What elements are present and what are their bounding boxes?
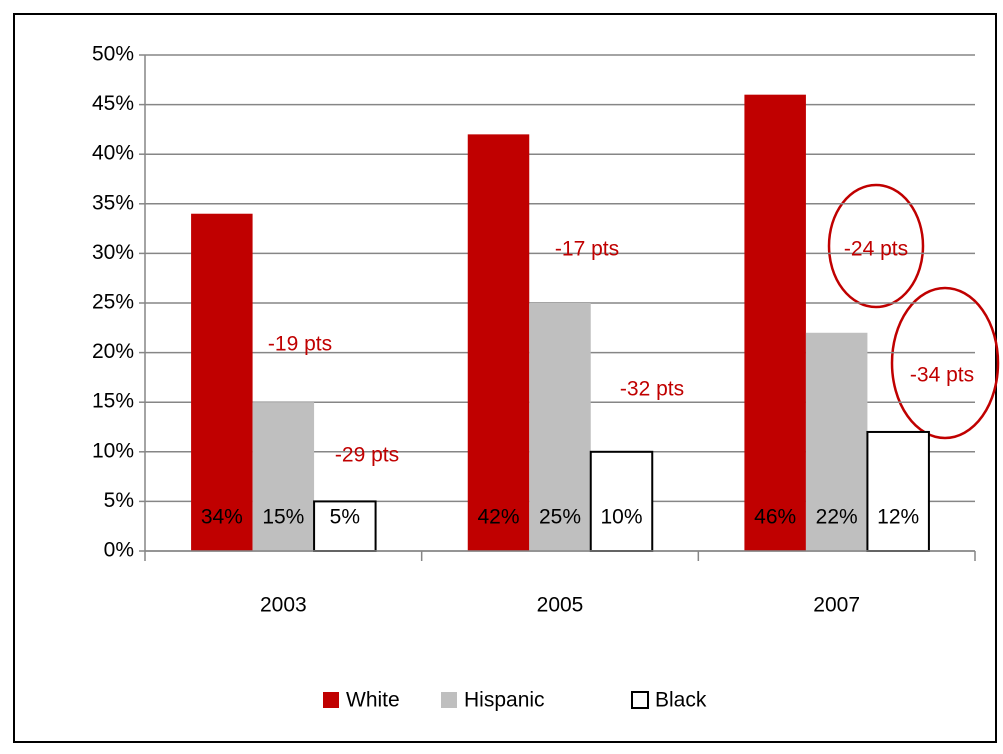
legend-swatch: [631, 691, 649, 709]
y-tick-label: 40%: [92, 142, 134, 165]
data-label: 10%: [600, 506, 642, 529]
y-tick-label: 25%: [92, 291, 134, 314]
bar: [467, 134, 530, 552]
bar: [529, 303, 591, 551]
data-label: 5%: [330, 506, 360, 529]
highlight-circle: [827, 183, 925, 309]
bar: [805, 332, 868, 551]
y-tick-label: 5%: [104, 489, 134, 512]
y-tick-label: 10%: [92, 439, 134, 462]
y-tick-label: 0%: [104, 539, 134, 562]
y-tick-label: 45%: [92, 92, 134, 115]
bar: [589, 450, 654, 552]
data-label: 22%: [816, 506, 858, 529]
highlight-circle: [890, 286, 1000, 440]
data-label: 42%: [477, 506, 519, 529]
y-tick-label: 50%: [92, 43, 134, 66]
annotation: -19 pts: [268, 333, 332, 356]
bar: [191, 213, 253, 551]
x-tick-label: 2005: [537, 594, 584, 617]
bar: [252, 402, 315, 551]
bar: [866, 430, 930, 552]
data-label: 25%: [539, 506, 581, 529]
y-tick-label: 20%: [92, 340, 134, 363]
y-tick-label: 35%: [92, 191, 134, 214]
data-label: 46%: [754, 506, 796, 529]
annotation: -32 pts: [620, 378, 684, 401]
data-label: 12%: [877, 506, 919, 529]
annotation: -29 pts: [335, 444, 399, 467]
x-tick-label: 2003: [260, 594, 307, 617]
annotation: -24 pts: [844, 238, 908, 261]
legend-label: White: [346, 689, 400, 712]
data-label: 34%: [201, 506, 243, 529]
legend-swatch: [441, 692, 457, 708]
annotation: -17 pts: [555, 238, 619, 261]
y-tick-label: 15%: [92, 390, 134, 413]
bar: [313, 500, 377, 552]
x-tick-label: 2007: [813, 594, 860, 617]
annotation: -34 pts: [910, 364, 974, 387]
legend-label: Black: [655, 689, 707, 712]
legend-swatch: [323, 692, 339, 708]
legend-label: Hispanic: [464, 689, 545, 712]
bar: [744, 94, 806, 552]
data-label: 15%: [262, 506, 304, 529]
y-tick-label: 30%: [92, 241, 134, 264]
